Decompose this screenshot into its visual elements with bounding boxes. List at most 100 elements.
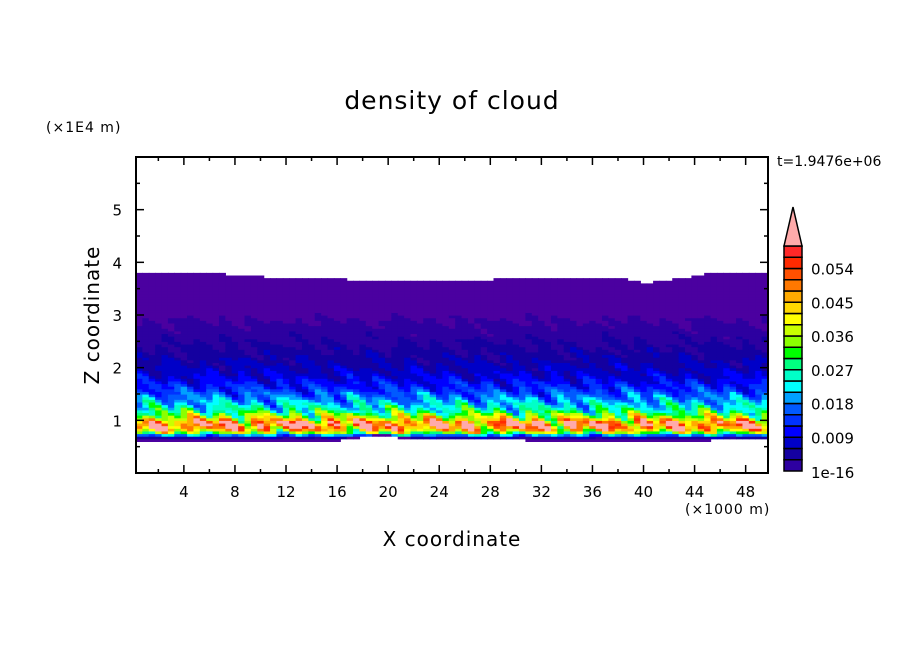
contour-cell (321, 417, 329, 421)
contour-cell (263, 322, 271, 327)
contour-cell (519, 338, 527, 342)
contour-cell (276, 367, 284, 371)
contour-cell (238, 354, 246, 358)
contour-cell (289, 280, 297, 284)
contour-cell (589, 388, 597, 392)
contour-cell (199, 301, 207, 306)
contour-cell (321, 372, 329, 377)
contour-cell (250, 415, 258, 419)
contour-cell (646, 338, 654, 342)
contour-cell (582, 409, 590, 414)
contour-cell (384, 330, 392, 335)
contour-cell (148, 430, 156, 435)
contour-cell (378, 338, 386, 342)
contour-cell (231, 438, 239, 442)
contour-cell (148, 399, 156, 403)
contour-cell (614, 391, 622, 395)
contour-cell (602, 288, 609, 292)
x-axis-label-text: X coordinate (382, 527, 522, 551)
contour-cell (633, 359, 641, 363)
contour-cell (187, 362, 195, 366)
contour-cell (582, 383, 590, 387)
contour-cell (187, 275, 195, 279)
contour-cell (289, 315, 297, 319)
contour-cell (506, 425, 514, 429)
contour-cell (282, 304, 290, 308)
contour-cell (180, 415, 188, 419)
contour-cell (595, 428, 603, 432)
contour-cell (218, 401, 226, 406)
contour-cell (474, 375, 482, 379)
contour-cell (282, 401, 290, 406)
contour-cell (289, 420, 297, 424)
contour-cell (142, 436, 150, 440)
contour-cell (212, 291, 220, 295)
contour-cell (225, 375, 233, 379)
contour-cell (410, 380, 418, 385)
contour-cell (570, 307, 578, 311)
contour-cell (461, 307, 469, 311)
contour-cell (244, 304, 252, 308)
contour-cell (378, 291, 386, 295)
contour-cell (218, 412, 226, 416)
contour-cell (602, 394, 609, 398)
contour-cell (487, 336, 495, 340)
contour-cell (525, 438, 533, 442)
contour-cell (174, 428, 182, 432)
contour-cell (525, 430, 533, 435)
contour-cell (640, 370, 648, 374)
contour-cell (282, 378, 290, 382)
contour-cell (480, 354, 488, 358)
contour-cell (531, 438, 539, 442)
contour-cell (180, 309, 188, 313)
contour-cell (455, 396, 463, 400)
contour-cell (193, 293, 201, 298)
contour-cell (212, 396, 220, 400)
contour-cell (270, 312, 278, 316)
contour-cell (314, 386, 322, 390)
contour-cell (633, 375, 641, 379)
contour-cell (148, 307, 156, 311)
chart-title: density of cloud (344, 86, 560, 115)
contour-cell (142, 399, 150, 403)
contour-cell (519, 409, 527, 414)
contour-cell (595, 283, 603, 287)
contour-cell (436, 428, 444, 432)
contour-cell (155, 396, 163, 400)
contour-cell (640, 394, 648, 398)
contour-cell (308, 436, 316, 440)
contour-cell (263, 312, 271, 316)
contour-cell (391, 346, 399, 350)
contour-cell (455, 422, 463, 427)
contour-cell (410, 338, 418, 342)
contour-cell (378, 330, 386, 335)
contour-cell (372, 286, 380, 290)
contour-cell (448, 357, 456, 361)
contour-cell (493, 293, 501, 298)
contour-cell (506, 322, 514, 327)
contour-cell (314, 407, 322, 411)
contour-cell (633, 372, 641, 377)
contour-cell (225, 412, 233, 416)
contour-cell (308, 312, 316, 316)
contour-cell (187, 278, 195, 282)
contour-cell (640, 417, 648, 421)
contour-cell (550, 386, 558, 390)
contour-cell (282, 362, 290, 366)
contour-cell (384, 338, 392, 342)
contour-cell (448, 367, 456, 371)
contour-cell (627, 322, 635, 327)
contour-cell (161, 330, 169, 335)
contour-cell (455, 338, 463, 342)
contour-cell (346, 401, 354, 406)
contour-cell (576, 301, 584, 306)
contour-cell (174, 388, 182, 392)
contour-cell (250, 412, 258, 416)
contour-cell (301, 375, 309, 379)
contour-cell (455, 415, 463, 419)
contour-cell (487, 436, 495, 440)
contour-cell (480, 401, 488, 406)
contour-cell (270, 283, 278, 287)
contour-cell (480, 315, 488, 319)
contour-cell (148, 272, 156, 277)
